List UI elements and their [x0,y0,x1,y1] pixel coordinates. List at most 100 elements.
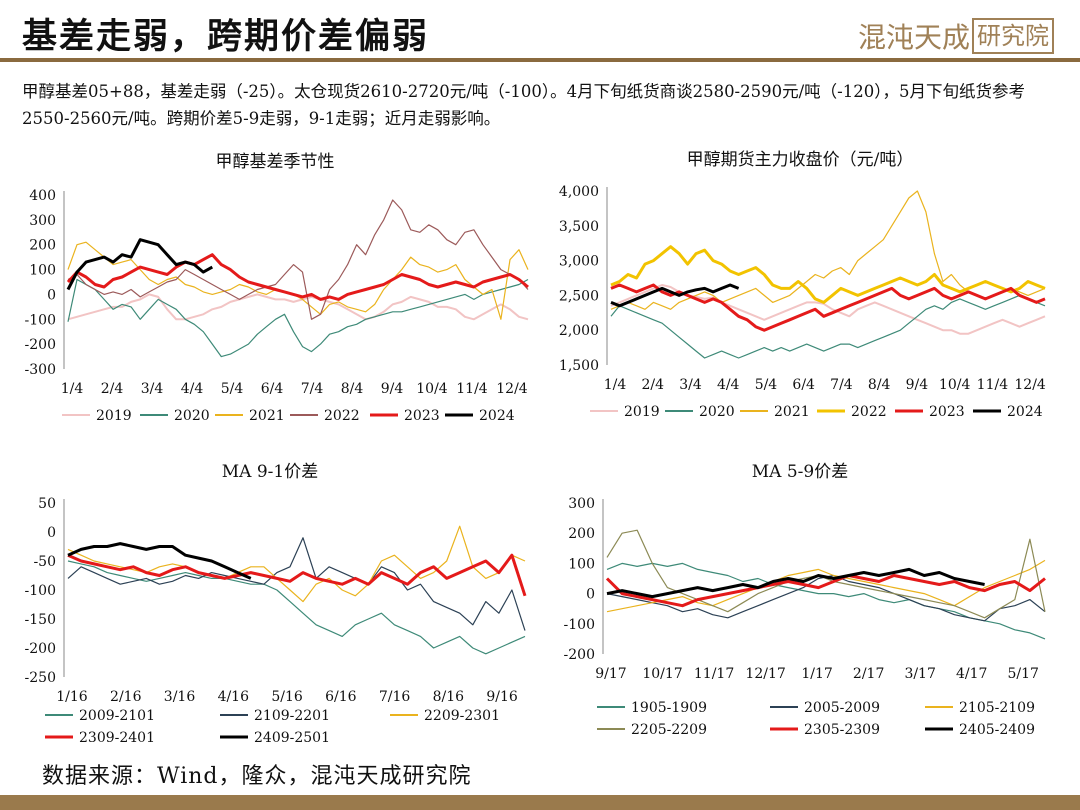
chart-spread-5-9: MA 5-9价差 300 200 100 0 -100 -200 9/17 10/17 11/17… [545,455,1080,755]
title-divider [0,58,1080,62]
legend-label: 2023 [929,404,965,420]
x-tick-label: 3/4 [679,377,702,393]
y-tick-label: 0 [47,525,56,541]
legend-label: 2019 [624,404,660,420]
y-tick-label: 300 [568,496,595,512]
y-tick-label: -200 [25,641,56,657]
series-line-2022 [610,245,1046,304]
x-tick-label: 8/16 [433,689,465,705]
x-tick-label: 3/16 [164,689,196,705]
y-tick-label: 200 [29,238,56,254]
x-tick-label: 5/4 [221,381,244,397]
chart-title: 甲醇期货主力收盘价（元/吨） [687,150,914,170]
x-tick-label: 2/16 [110,689,142,705]
x-tick-label: 4/4 [717,377,740,393]
series-line-2309-2401 [67,553,527,597]
legend-label: 2021 [774,404,810,420]
legend-label: 2020 [174,408,210,424]
x-tick-label: 9/4 [381,381,404,397]
y-tick-label: 1,500 [559,358,599,374]
y-tick-label: -300 [25,362,56,378]
series-line-2024 [610,283,740,308]
legend-label: 2024 [1007,404,1043,420]
spread-9-1-svg: MA 9-1价差 50 0 -50 -100 -150 -200 -2501/16 2/16 3/… [25,462,527,746]
x-tick-label: 1/4 [61,381,84,397]
x-tick-label: 6/16 [325,689,357,705]
x-tick-label: 12/4 [496,381,528,397]
series-line-2109-2201 [67,537,526,631]
x-tick-label: 2/4 [641,377,664,393]
x-tick-label: 5/4 [755,377,778,393]
legend-label: 2019 [96,408,132,424]
series-line-1905-1909 [606,562,1046,640]
y-tick-label: 400 [29,188,56,204]
y-tick-label: 2,000 [559,323,599,339]
legend-label: 2020 [699,404,735,420]
x-tick-label: 6/4 [261,381,284,397]
legend-label: 2005-2009 [804,700,880,716]
series-line-2022 [67,199,529,320]
spread-5-9-svg: MA 5-9价差 300 200 100 0 -100 -2009/17 10/17 11/17… [564,462,1046,738]
x-tick-label: 2/17 [853,666,884,682]
y-tick-label: 2,500 [559,288,599,304]
series-line-2023 [66,253,529,301]
y-tick-label: -100 [564,617,595,633]
x-tick-label: 3/4 [141,381,164,397]
futures-close-svg: 甲醇期货主力收盘价（元/吨） 4,000 3,500 3,000 2,500 2,000 1… [559,150,1046,420]
x-tick-label: 9/17 [595,666,626,682]
series-line-2024 [66,238,214,291]
y-tick-label: -50 [33,554,56,570]
y-tick-label: 4,000 [559,184,599,200]
series-line-2020 [610,294,1046,359]
legend-label: 2109-2201 [254,708,330,724]
y-tick-label: 50 [38,496,56,512]
x-tick-label: 3/17 [904,666,935,682]
x-tick-label: 10/17 [642,666,682,682]
chart-spread-9-1: MA 9-1价差 50 0 -50 -100 -150 -200 -250 1/16 2/16 3/… [0,455,540,755]
series-line-2019 [67,293,529,321]
legend-label: 2205-2209 [631,722,707,738]
series-line-2409-2501 [67,542,252,580]
brand-logo: 混沌天成 研究院 [858,16,1054,56]
legend-label: 2024 [479,408,515,424]
summary-text: 甲醇基差05+88，基差走弱（-25）。太仓现货2610-2720元/吨（-10… [22,82,1026,128]
legend-label: 2023 [404,408,440,424]
x-tick-label: 8/4 [868,377,891,393]
y-tick-label: 100 [29,263,56,279]
series-line-2020 [67,278,529,358]
x-tick-label: 6/4 [792,377,815,393]
x-tick-label: 7/4 [830,377,853,393]
series-line-2009-2101 [67,560,526,655]
x-tick-label: 1/4 [604,377,627,393]
y-tick-label: -150 [25,612,56,628]
data-source: 数据来源：Wind，隆众，混沌天成研究院 [42,764,472,789]
x-tick-label: 2/4 [101,381,124,397]
series-line-2021 [67,241,529,320]
x-tick-label: 9/4 [906,377,929,393]
x-tick-label: 5/16 [271,689,303,705]
legend-label: 2105-2109 [959,700,1035,716]
legend-label: 2009-2101 [79,708,155,724]
x-tick-label: 8/4 [341,381,364,397]
y-tick-label: 100 [568,556,595,572]
y-tick-label: 200 [568,526,595,542]
chart-title: MA 5-9价差 [752,462,848,482]
series-line-2305-2309 [605,574,1046,608]
x-tick-label: 11/4 [977,377,1009,393]
x-tick-label: 4/4 [181,381,204,397]
chart-title: 甲醇基差季节性 [216,152,335,172]
chart-basis-seasonality: 甲醇基差季节性 400 300 200 100 0 -100 -200 -300 1/4 2/4 3/… [0,145,540,435]
logo-seal: 研究院 [972,18,1054,54]
y-tick-label: 0 [47,287,56,303]
x-tick-label: 1/17 [801,666,832,682]
x-tick-label: 12/17 [745,666,785,682]
series-line-2105-2109 [606,559,1046,613]
y-tick-label: 300 [29,213,56,229]
y-tick-label: -250 [25,670,56,686]
series-line-2405-2409 [606,567,985,599]
x-tick-label: 4/17 [956,666,987,682]
x-tick-label: 1/16 [56,689,88,705]
x-tick-label: 10/4 [416,381,448,397]
chart-title: MA 9-1价差 [222,462,318,482]
x-tick-label: 12/4 [1014,377,1046,393]
